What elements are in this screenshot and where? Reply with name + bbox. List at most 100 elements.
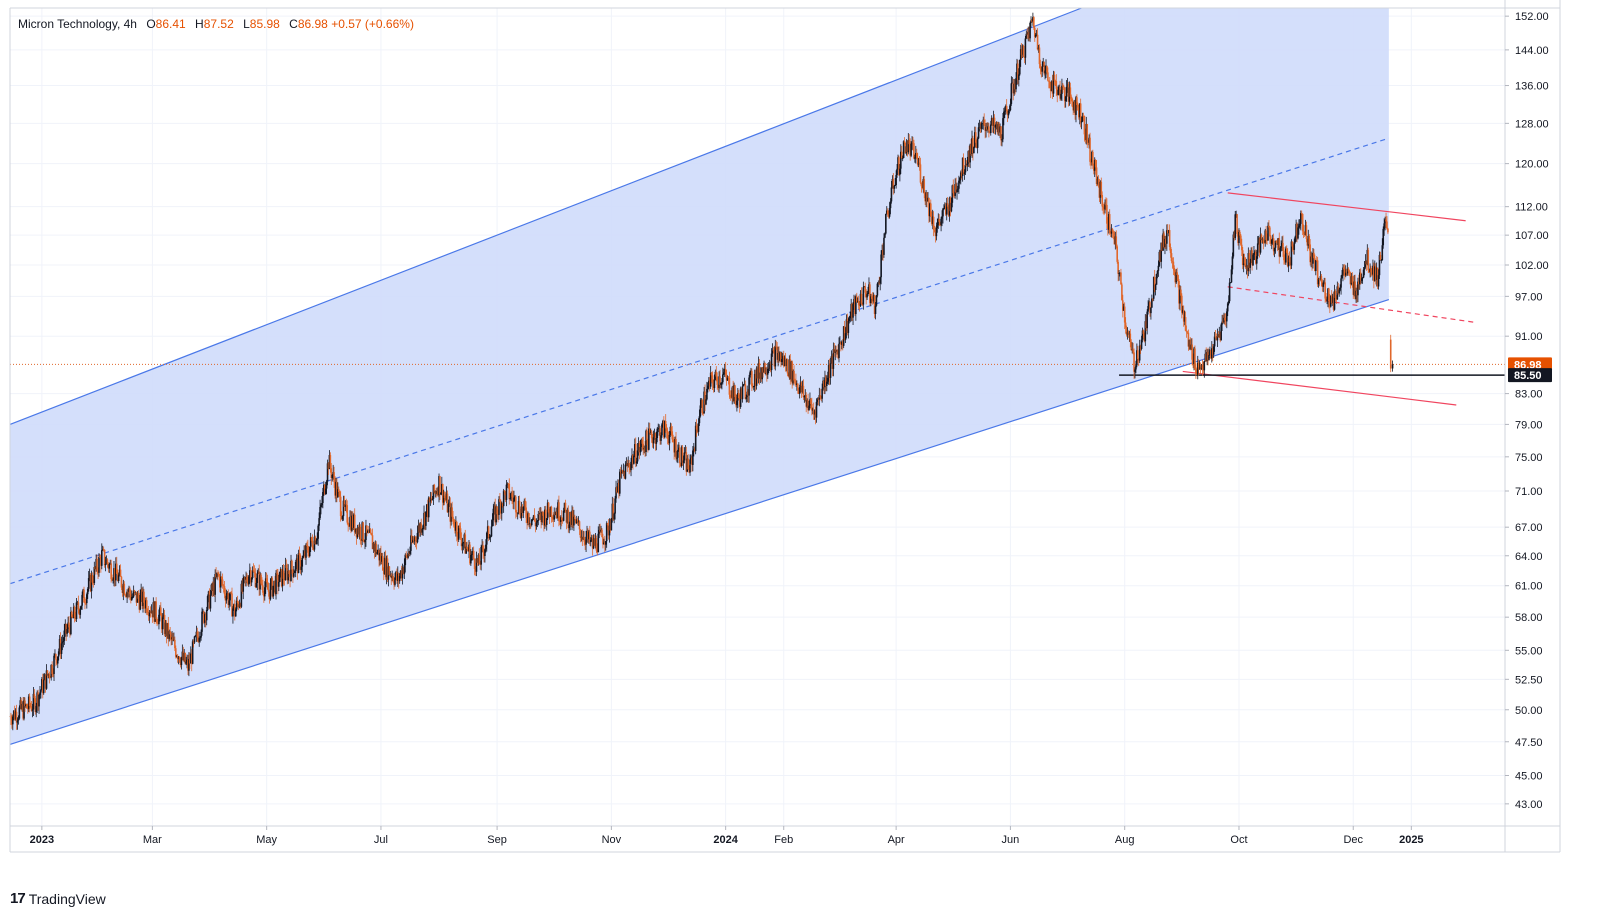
legend-interval[interactable]: 4h — [123, 17, 137, 31]
candle-body — [694, 425, 697, 451]
candle-body — [741, 386, 744, 400]
x-tick-label: Sep — [487, 834, 507, 846]
candle-body — [1259, 234, 1262, 253]
candle-body — [860, 293, 863, 304]
candle-body — [58, 638, 61, 652]
candle-body — [1138, 345, 1141, 361]
candle-body — [614, 498, 616, 514]
candle-body — [302, 555, 304, 558]
candle-body — [1094, 160, 1097, 168]
candle-body — [30, 706, 33, 711]
candle-body — [720, 382, 722, 385]
candle-body — [819, 395, 822, 398]
candle-body — [858, 305, 861, 307]
candle-body — [423, 512, 425, 526]
candle-body — [773, 349, 776, 367]
candle-body — [456, 522, 458, 536]
candle-body — [1335, 297, 1338, 300]
time-axis[interactable]: 2023 Mar May Jul Sep Nov 2024 Feb Apr Jun Aug Oct De… — [30, 826, 1424, 846]
candle-body — [1314, 258, 1316, 272]
candle-body — [1100, 181, 1103, 195]
candle-body — [336, 481, 338, 498]
candle-body — [411, 535, 413, 543]
candle-body — [946, 203, 949, 207]
candle-body — [233, 604, 235, 609]
candle-body — [817, 398, 820, 400]
candle-body — [710, 372, 713, 376]
candle-body — [171, 637, 173, 640]
candle-body — [690, 457, 692, 460]
candle-body — [307, 545, 309, 553]
candle-body — [841, 341, 844, 346]
candle-body — [518, 500, 521, 514]
candle-body — [1151, 298, 1154, 300]
candle-body — [647, 440, 649, 450]
candle-body — [486, 526, 489, 533]
candle-body — [451, 507, 453, 517]
candle-body — [134, 591, 137, 593]
candle-body — [583, 536, 586, 542]
candle-body — [167, 623, 170, 639]
candle-body — [1041, 66, 1044, 72]
candle-body — [607, 525, 610, 536]
candle-body — [508, 483, 511, 500]
candle-body — [63, 630, 66, 641]
candle-body — [1229, 282, 1232, 284]
legend-low: 85.98 — [249, 17, 280, 31]
candle-body — [1208, 355, 1210, 360]
candle-body — [1348, 271, 1351, 273]
candle-body — [1337, 286, 1340, 294]
candle-body — [1381, 245, 1384, 261]
candle-body — [79, 609, 82, 615]
footer-brand[interactable]: 17 TradingView — [10, 890, 106, 907]
candle-body — [1237, 233, 1239, 244]
candle-body — [187, 659, 189, 671]
candle-body — [1139, 345, 1142, 349]
candle-body — [333, 472, 335, 482]
candle-body — [477, 554, 480, 563]
candle-body — [1087, 142, 1089, 144]
candle-body — [371, 535, 374, 550]
candle-body — [361, 522, 364, 541]
candle-body — [111, 579, 113, 581]
price-axis[interactable]: 152.00144.00136.00128.00120.00112.00107.… — [1505, 11, 1549, 811]
candle-body — [924, 193, 926, 202]
candle-body — [1052, 74, 1055, 94]
candle-body — [615, 487, 617, 499]
candle-body — [431, 498, 434, 501]
candle-body — [782, 356, 785, 367]
candle-body — [132, 590, 135, 597]
candle-body — [1175, 272, 1178, 283]
candle-body — [379, 552, 381, 561]
candle-body — [950, 202, 953, 212]
candle-body — [40, 690, 42, 693]
candle-body — [672, 439, 674, 443]
candle-body — [268, 591, 271, 600]
candle-body — [337, 489, 339, 498]
candle-body — [1077, 105, 1079, 108]
candle-body — [1073, 101, 1075, 111]
candle-body — [956, 189, 958, 193]
candle-body — [756, 368, 759, 379]
candle-body — [189, 658, 191, 664]
candle-body — [995, 122, 998, 125]
candle-body — [835, 349, 837, 352]
candle-body — [33, 693, 36, 699]
candle-body — [816, 398, 819, 402]
candle-body — [1356, 290, 1358, 296]
candle-body — [46, 670, 49, 676]
candle-body — [110, 563, 112, 580]
candle-body — [1202, 368, 1205, 371]
candle-body — [526, 517, 528, 523]
candle-body — [982, 119, 985, 124]
candle-body — [323, 484, 326, 494]
candle-body — [136, 593, 139, 603]
candle-body — [479, 564, 482, 565]
candle-body — [957, 188, 959, 190]
candle-body — [1017, 63, 1019, 80]
candle-body — [1027, 31, 1030, 35]
candle-body — [1151, 298, 1153, 308]
legend-symbol[interactable]: Micron Technology — [18, 17, 117, 31]
candle-body — [752, 386, 754, 388]
